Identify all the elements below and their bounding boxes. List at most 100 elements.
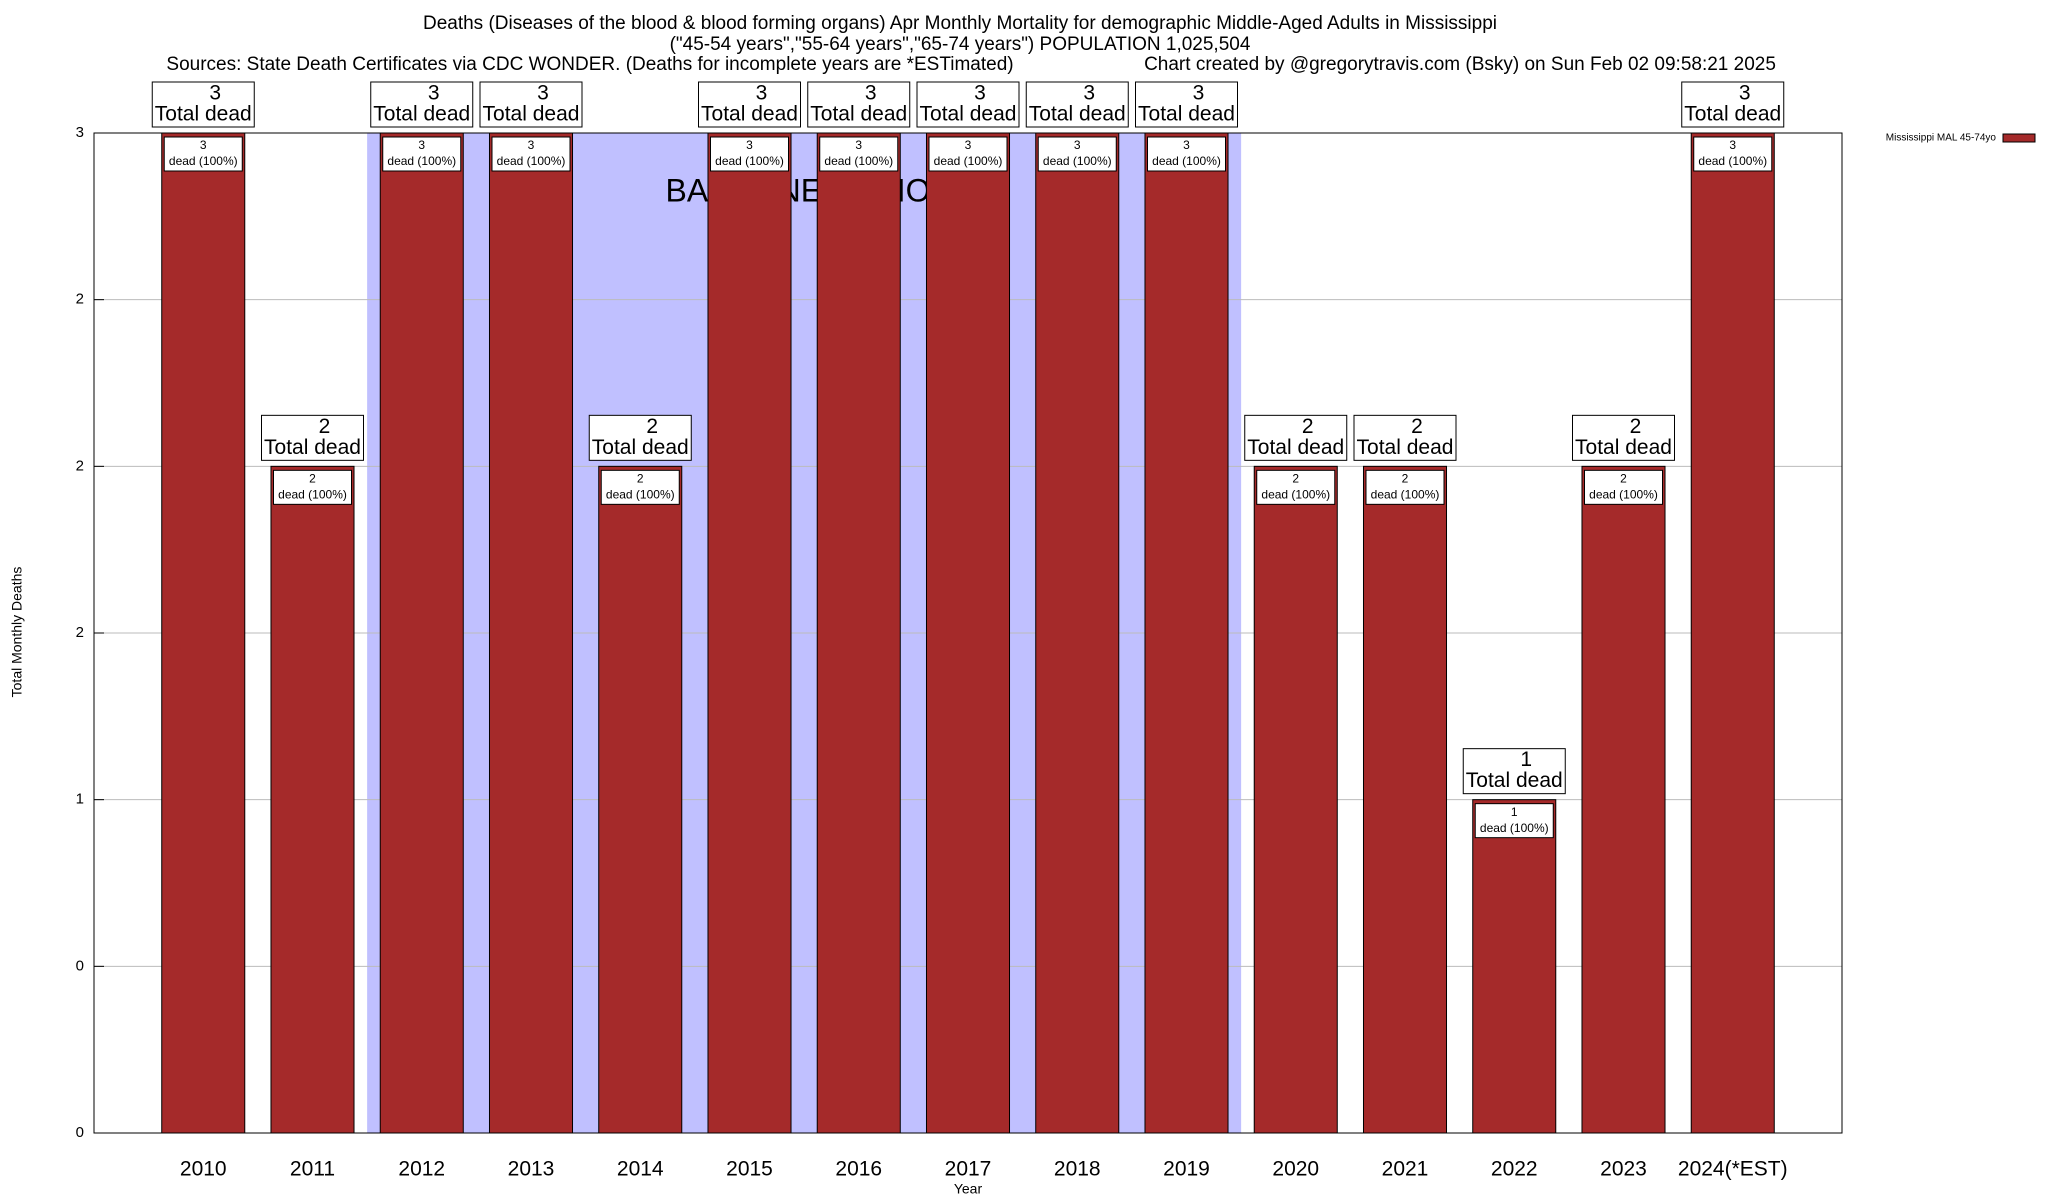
x-tick-label: 2020 (1272, 1158, 1319, 1181)
y-tick-label: 0 (76, 957, 84, 974)
x-tick-label: 2023 (1600, 1158, 1647, 1181)
segment-label-box (273, 469, 352, 505)
bar (1144, 132, 1229, 1134)
total-value-label: 3 (974, 82, 986, 105)
total-label-box (698, 81, 801, 128)
total-label-box (1135, 81, 1238, 128)
total-text-label: Total dead (1466, 769, 1563, 792)
y-tick-label: 0 (76, 1124, 84, 1141)
total-label-box (1353, 414, 1457, 461)
total-label-box (151, 81, 255, 128)
total-value-label: 3 (865, 82, 877, 105)
bar (598, 465, 683, 1134)
chart-title: Deaths (Diseases of the blood & blood fo… (423, 13, 1497, 34)
total-value-label: 2 (646, 415, 658, 438)
segment-share-label: dead (100%) (1589, 488, 1658, 502)
segment-value-label: 3 (746, 138, 753, 152)
x-tick-label: 2015 (726, 1158, 773, 1181)
total-value-label: 3 (1739, 82, 1751, 105)
x-tick-label: 2012 (398, 1158, 445, 1181)
segment-label-box (163, 136, 243, 172)
total-label-box (261, 414, 364, 461)
total-value-label: 3 (756, 82, 768, 105)
y-tick-label: 1 (76, 791, 84, 808)
segment-label-box (710, 136, 789, 172)
x-tick-label: 2017 (945, 1158, 992, 1181)
total-label-box (1462, 748, 1566, 795)
legend-swatch (2002, 133, 2036, 143)
total-text-label: Total dead (1247, 436, 1344, 459)
segment-label-box (819, 136, 899, 172)
bar (1035, 132, 1120, 1134)
total-label-box (916, 81, 1020, 128)
total-value-label: 3 (537, 82, 549, 105)
bar (1690, 132, 1775, 1134)
source-note: Sources: State Death Certificates via CD… (166, 54, 1013, 75)
total-value-label: 2 (1302, 415, 1314, 438)
segment-value-label: 3 (200, 138, 207, 152)
chart-subtitle: ("45-54 years","55-64 years","65-74 year… (670, 34, 1251, 55)
total-text-label: Total dead (1575, 436, 1672, 459)
bar (161, 132, 246, 1134)
segment-share-label: dead (100%) (387, 154, 456, 168)
total-text-label: Total dead (155, 103, 252, 126)
total-text-label: Total dead (1138, 103, 1235, 126)
bar (1253, 465, 1338, 1134)
x-tick-label: 2014 (617, 1158, 664, 1181)
segment-label-box (1474, 803, 1554, 839)
total-label-box (1572, 414, 1675, 461)
bar (816, 132, 901, 1134)
total-label-box (370, 81, 474, 128)
segment-value-label: 2 (1402, 472, 1409, 486)
segment-value-label: 3 (418, 138, 425, 152)
segment-label-box (928, 136, 1008, 172)
segment-value-label: 3 (1183, 138, 1190, 152)
total-text-label: Total dead (920, 103, 1017, 126)
segment-value-label: 1 (1511, 805, 1518, 819)
segment-share-label: dead (100%) (1698, 154, 1767, 168)
segment-share-label: dead (100%) (934, 154, 1003, 168)
total-label-box (1244, 414, 1348, 461)
total-value-label: 3 (1083, 82, 1095, 105)
total-label-box (807, 81, 911, 128)
total-value-label: 2 (1411, 415, 1423, 438)
x-tick-label: 2011 (290, 1158, 335, 1181)
bar (1472, 799, 1557, 1134)
segment-share-label: dead (100%) (715, 154, 784, 168)
total-label-box (1025, 81, 1129, 128)
x-tick-label: 2010 (180, 1158, 227, 1181)
total-label-box (479, 81, 583, 128)
segment-value-label: 2 (1292, 472, 1299, 486)
segment-value-label: 2 (637, 472, 644, 486)
segment-share-label: dead (100%) (1371, 488, 1440, 502)
segment-label-box (382, 136, 462, 172)
segment-value-label: 2 (309, 472, 316, 486)
segment-share-label: dead (100%) (278, 488, 347, 502)
total-label-box (1681, 81, 1785, 128)
total-label-box (588, 414, 692, 461)
x-tick-label: 2019 (1163, 1158, 1210, 1181)
total-value-label: 2 (319, 415, 331, 438)
bar (707, 132, 792, 1134)
segment-share-label: dead (100%) (497, 154, 566, 168)
x-tick-label: 2016 (835, 1158, 882, 1181)
total-text-label: Total dead (1029, 103, 1126, 126)
total-text-label: Total dead (264, 436, 361, 459)
credit-note: Chart created by @gregorytravis.com (Bsk… (1144, 54, 1776, 75)
x-tick-label: 2021 (1382, 1158, 1429, 1181)
segment-value-label: 2 (1620, 472, 1627, 486)
segment-share-label: dead (100%) (1261, 488, 1330, 502)
x-tick-label: 2018 (1054, 1158, 1101, 1181)
segment-value-label: 3 (965, 138, 972, 152)
segment-share-label: dead (100%) (1152, 154, 1221, 168)
bar (925, 132, 1011, 1134)
y-tick-label: 3 (76, 124, 84, 141)
x-tick-label: 2013 (508, 1158, 555, 1181)
segment-label-box (1256, 469, 1336, 505)
bar (1362, 465, 1448, 1134)
segment-share-label: dead (100%) (1043, 154, 1112, 168)
total-value-label: 3 (428, 82, 440, 105)
segment-value-label: 3 (855, 138, 862, 152)
segment-label-box (600, 469, 680, 505)
